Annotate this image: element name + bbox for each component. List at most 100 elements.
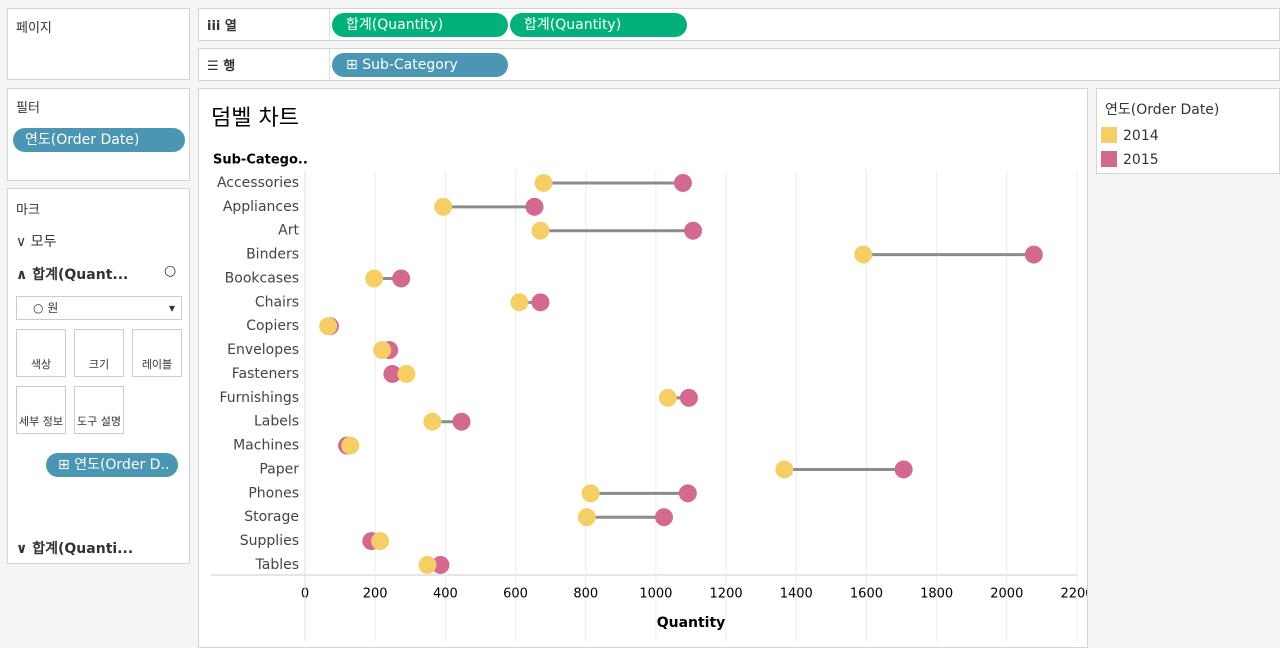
y-tick-label: Furnishings xyxy=(219,390,299,406)
dot xyxy=(525,197,544,216)
legend-item[interactable]: 2014 xyxy=(1101,127,1159,144)
filter-pill[interactable]: 연도(Order Date) xyxy=(13,128,185,152)
dot xyxy=(679,388,698,407)
card-title: 페이지 xyxy=(16,21,52,36)
dot xyxy=(365,269,384,288)
color-pill[interactable]: ⊞ 연도(Order D.. xyxy=(46,453,178,477)
dot xyxy=(894,460,913,479)
dot xyxy=(431,555,450,574)
x-tick-label: 1600 xyxy=(850,587,883,602)
dot xyxy=(434,197,453,216)
mark-button[interactable]: 세부 정보 xyxy=(16,386,66,434)
filters-card: 필터 연도(Order Date) xyxy=(7,88,190,181)
dot xyxy=(673,173,692,192)
dot xyxy=(684,221,703,240)
x-tick-label: 2000 xyxy=(990,587,1023,602)
shelf-pill[interactable]: 합계(Quantity) xyxy=(510,13,687,37)
y-tick-label: Labels xyxy=(254,414,299,430)
marks-layer[interactable]: ∧ 합계(Quant... xyxy=(16,267,129,283)
pill-text: Sub-Category xyxy=(362,57,458,73)
dot xyxy=(581,484,600,503)
y-tick-label: Bookcases xyxy=(225,270,299,286)
rows-shelf: ☰ 행 ⊞ Sub-Category xyxy=(198,48,1280,81)
x-axis-label: Quantity xyxy=(657,615,726,631)
mark-button[interactable]: 색상 xyxy=(16,329,66,377)
legend-title: 연도(Order Date) xyxy=(1105,102,1220,118)
dot xyxy=(392,269,411,288)
y-tick-label: Chairs xyxy=(255,294,299,310)
legend-label: 2014 xyxy=(1123,128,1159,144)
columns-shelf: iii 열 합계(Quantity) 합계(Quantity) xyxy=(198,8,1280,41)
shelf-label-text: 행 xyxy=(223,59,236,74)
x-tick-label: 400 xyxy=(433,587,458,602)
button-label: 크기 xyxy=(88,358,110,371)
dot xyxy=(678,484,697,503)
x-tick-label: 1200 xyxy=(710,587,743,602)
mark-button[interactable]: 도구 설명 xyxy=(74,386,124,434)
dropdown-text: 원 xyxy=(47,301,59,315)
shelf-label: iii 열 xyxy=(207,19,237,34)
dot xyxy=(854,245,873,264)
dot xyxy=(1024,245,1043,264)
shelf-label: ☰ 행 xyxy=(207,59,236,74)
marks-card: 마크 ∨ 모두 ∧ 합계(Quant... ○ ○ 원 ▾ 색상 크기 레이블 세… xyxy=(7,188,190,564)
dot xyxy=(510,293,529,312)
layer-text: 합계(Quant... xyxy=(32,267,129,283)
circle-icon: ○ xyxy=(164,263,177,279)
divider xyxy=(329,9,330,40)
dot xyxy=(371,532,390,551)
mark-button[interactable]: 크기 xyxy=(74,329,124,377)
y-tick-label: Envelopes xyxy=(227,342,299,358)
marks-layer[interactable]: ∨ 모두 xyxy=(16,234,57,250)
x-tick-label: 200 xyxy=(363,587,388,602)
legend-swatch xyxy=(1101,127,1117,143)
button-label: 레이블 xyxy=(141,358,173,371)
dot xyxy=(423,412,442,431)
dot xyxy=(452,412,471,431)
y-tick-label: Fasteners xyxy=(232,366,299,382)
chart-pane: 덤벨 차트 Sub-Catego.. Quantity 0 200 400 600 80… xyxy=(198,88,1088,648)
y-tick-label: Phones xyxy=(248,485,299,501)
button-label: 세부 정보 xyxy=(19,415,63,428)
legend-item[interactable]: 2015 xyxy=(1101,151,1159,168)
shelf-pill[interactable]: ⊞ Sub-Category xyxy=(332,53,508,77)
y-tick-label: Accessories xyxy=(217,175,299,191)
shelf-label-text: 열 xyxy=(224,19,237,34)
dot xyxy=(531,221,550,240)
dot xyxy=(397,364,416,383)
dot xyxy=(775,460,794,479)
layer-text: 모두 xyxy=(30,234,57,250)
x-tick-label: 1400 xyxy=(780,587,813,602)
y-tick-label: Binders xyxy=(246,247,299,263)
y-tick-label: Storage xyxy=(244,509,299,525)
legend-swatch xyxy=(1101,151,1117,167)
marks-layer[interactable]: ∨ 합계(Quanti... xyxy=(16,541,134,557)
mark-button[interactable]: 레이블 xyxy=(132,329,182,377)
layer-text: 합계(Quanti... xyxy=(32,541,134,557)
dot xyxy=(534,173,553,192)
dot xyxy=(658,388,677,407)
x-tick-label: 600 xyxy=(503,587,528,602)
card-title: 필터 xyxy=(16,101,40,116)
card-title: 마크 xyxy=(16,203,40,218)
chart-title: 덤벨 차트 xyxy=(211,106,299,131)
dot xyxy=(577,508,596,527)
chart: 덤벨 차트 Sub-Catego.. Quantity 0 200 400 600 80… xyxy=(211,106,1087,641)
divider xyxy=(329,49,330,80)
y-tick-label: Tables xyxy=(255,557,300,573)
y-tick-label: Supplies xyxy=(240,533,299,549)
y-tick-label: Copiers xyxy=(246,318,299,334)
dot xyxy=(531,293,550,312)
y-tick-label: Machines xyxy=(233,438,299,454)
x-tick-label: 2200 xyxy=(1060,587,1087,602)
dot xyxy=(341,436,360,455)
mark-type-dropdown[interactable]: ○ 원 ▾ xyxy=(16,296,182,320)
legend-label: 2015 xyxy=(1123,152,1159,168)
pill-text: 연도(Order D.. xyxy=(74,457,170,473)
x-tick-label: 800 xyxy=(573,587,598,602)
shelf-pill[interactable]: 합계(Quantity) xyxy=(332,13,508,37)
dot xyxy=(383,364,402,383)
dot xyxy=(373,341,392,360)
x-tick-label: 1800 xyxy=(920,587,953,602)
